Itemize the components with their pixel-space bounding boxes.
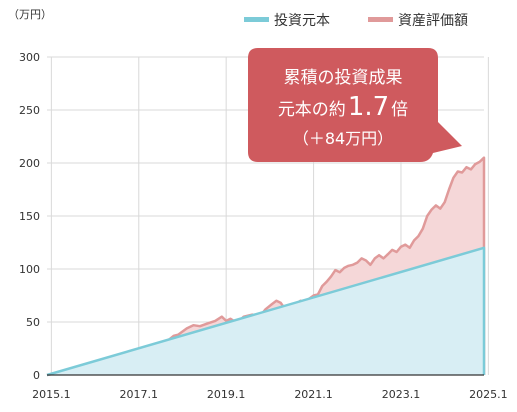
legend: 投資元本 資産評価額: [244, 13, 468, 29]
x-tick-label: 2025.1: [469, 388, 508, 401]
x-tick-label: 2023.1: [382, 388, 421, 401]
y-tick-label: 200: [19, 157, 40, 170]
callout-line-2-prefix: 元本の約: [278, 100, 346, 120]
y-tick-label: 300: [19, 51, 40, 64]
callout-line-3: （＋84万円）: [293, 129, 393, 148]
callout-ratio: 1.7: [348, 92, 389, 122]
series-line-principal: [46, 246, 486, 377]
y-tick-label: 50: [26, 316, 40, 329]
callout-line-1: 累積の投資成果: [284, 68, 403, 88]
x-tick-label: 2015.1: [32, 388, 71, 401]
x-tick-label: 2017.1: [120, 388, 159, 401]
callout-bubble: [248, 48, 462, 162]
y-tick-label: 0: [33, 369, 40, 382]
legend-swatch-principal: [244, 17, 269, 22]
tick-labels: 0 50 100 150 200 250 300 2015.1 2017.1 2019.1 2021…: [19, 51, 508, 401]
legend-label-asset-value: 資産評価額: [398, 13, 468, 29]
series-line-asset-value: [46, 156, 486, 377]
y-tick-label: 250: [19, 104, 40, 117]
x-tick-label: 2019.1: [207, 388, 246, 401]
y-tick-label: 150: [19, 210, 40, 223]
legend-swatch-asset-value: [368, 17, 393, 22]
callout-line-2-suffix: 倍: [391, 100, 408, 120]
y-tick-label: 100: [19, 263, 40, 276]
callout: 累積の投資成果 元本の約1.7 倍 （＋84万円）: [248, 48, 462, 162]
series-areas: [46, 156, 486, 377]
y-unit-label: （万円）: [8, 8, 52, 21]
legend-label-principal: 投資元本: [274, 13, 330, 29]
x-tick-label: 2021.1: [294, 388, 333, 401]
callout-line-2: 元本の約1.7 倍: [278, 92, 408, 122]
